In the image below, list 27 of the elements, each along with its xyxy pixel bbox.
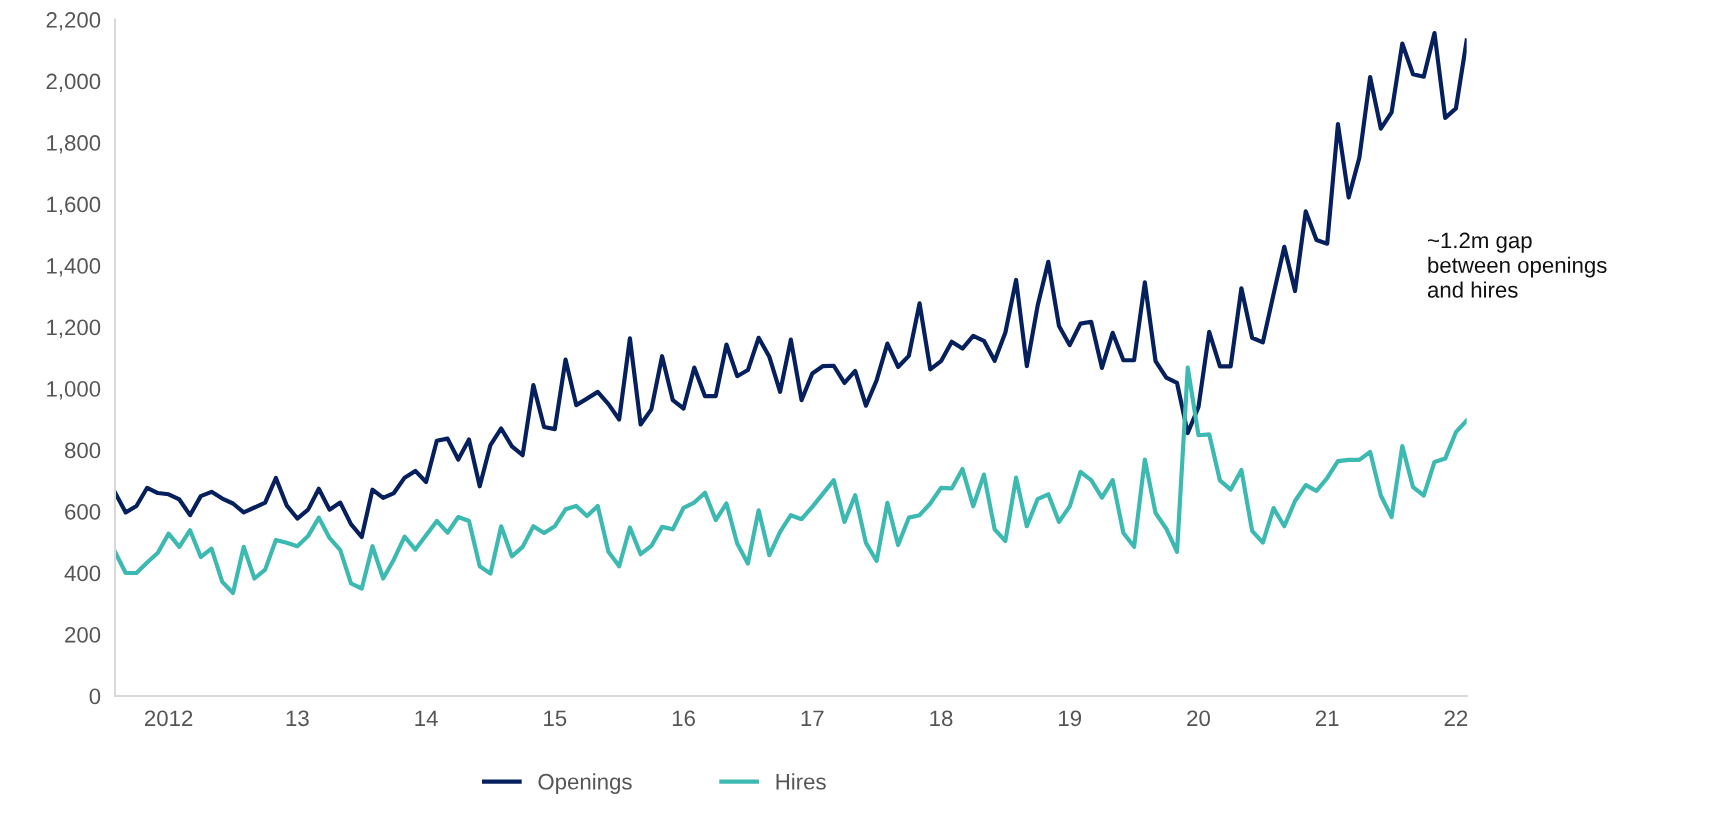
line-series (114, 365, 1467, 596)
x-tick-label: 18 (930, 710, 953, 727)
y-tick-label: 0 (89, 688, 101, 705)
x-tick-label: 14 (415, 710, 438, 726)
annotation: ~1.2m gap between openings and hires (1427, 232, 1607, 298)
y-tick-label: 1,800 (47, 135, 101, 154)
x-tick-label: 22 (1444, 710, 1468, 726)
x-tick-label: 21 (1315, 710, 1339, 726)
x-tick-label: 17 (801, 710, 824, 726)
x-tick-label: 16 (672, 710, 695, 727)
x-tick-label: 13 (286, 710, 309, 727)
x-tick-label: 20 (1187, 710, 1210, 727)
y-tick-label: 2,000 (46, 73, 101, 92)
legend-label: Hires (776, 773, 826, 790)
y-tick-label: 1,600 (47, 196, 101, 215)
y-tick-label: 200 (65, 627, 101, 643)
y-tick-label: 2,200 (46, 12, 101, 31)
y-tick-label: 1,400 (47, 258, 101, 277)
y-tick-label: 800 (64, 442, 101, 459)
y-tick-label: 400 (64, 565, 101, 582)
x-tick-label: 19 (1059, 710, 1082, 727)
y-tick-label: 1,200 (47, 319, 101, 338)
legend-label: Openings (538, 773, 632, 794)
y-tick-label: 1,000 (47, 381, 101, 400)
x-tick-label: 15 (544, 710, 567, 727)
x-tick-label: 2012 (145, 710, 193, 727)
y-tick-label: 600 (65, 504, 101, 520)
